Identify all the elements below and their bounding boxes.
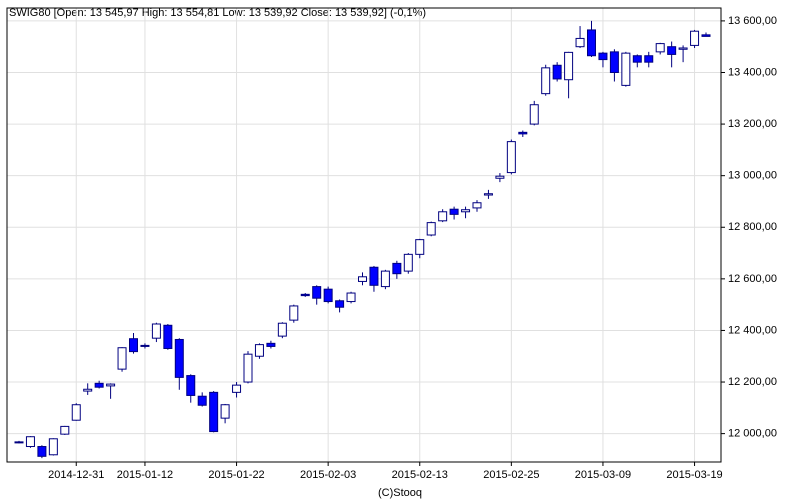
candle-body xyxy=(220,404,230,419)
y-tick-label: 12 400,00 xyxy=(728,324,777,336)
footer: (C)Stooq xyxy=(378,487,422,499)
candle-body xyxy=(678,47,688,50)
x-tick-label: 2015-01-12 xyxy=(117,469,173,481)
y-tick-label: 13 200,00 xyxy=(728,118,777,130)
candle-body xyxy=(197,395,207,406)
chart-title: SWIG80 [Open: 13 545,97 High: 13 554,81 … xyxy=(9,7,426,19)
candle-body xyxy=(174,338,184,378)
candle-body xyxy=(71,404,81,421)
candle-body xyxy=(94,382,104,388)
candle-body xyxy=(358,276,367,282)
candle-body xyxy=(60,425,70,435)
candle-body xyxy=(117,347,127,370)
candle-body xyxy=(529,104,539,125)
candle-body xyxy=(609,51,619,73)
candle-body xyxy=(392,262,402,275)
candle-body xyxy=(209,391,219,433)
candle-body xyxy=(575,37,585,48)
candle-body xyxy=(598,52,608,61)
x-tick-label: 2015-03-19 xyxy=(666,469,722,481)
plot-frame xyxy=(6,7,722,463)
y-tick-label: 12 800,00 xyxy=(728,221,777,233)
candle-body xyxy=(37,446,47,457)
candle-body xyxy=(335,300,345,308)
y-tick-label: 12 200,00 xyxy=(728,376,777,388)
candle-body xyxy=(621,52,631,86)
x-tick-label: 2015-02-03 xyxy=(300,469,356,481)
candle-body xyxy=(243,353,253,383)
candle-body xyxy=(151,323,161,339)
candle-body xyxy=(232,384,242,393)
candle-body xyxy=(312,286,322,299)
candle-body xyxy=(495,175,505,179)
candle-body xyxy=(472,202,482,209)
x-tick-label: 2015-02-25 xyxy=(483,469,539,481)
candle-body xyxy=(48,438,58,456)
candle-body xyxy=(564,51,574,81)
x-tick-label: 2014-12-31 xyxy=(48,469,104,481)
candle-body xyxy=(701,34,711,37)
candle-body xyxy=(254,344,264,357)
candle-body xyxy=(289,305,299,321)
candle-body xyxy=(369,266,379,286)
candle-body xyxy=(587,29,596,57)
candle-body xyxy=(14,441,24,444)
y-tick-label: 13 000,00 xyxy=(728,170,777,182)
candle-body xyxy=(438,211,448,222)
candle-body xyxy=(25,436,35,448)
candle-body xyxy=(632,55,642,63)
candle-body xyxy=(655,43,665,53)
candle-body xyxy=(541,67,551,95)
candle-body xyxy=(415,239,425,255)
candle-body xyxy=(403,253,413,272)
y-tick-label: 13 600,00 xyxy=(728,15,777,27)
candle-body xyxy=(140,344,150,347)
candle-body xyxy=(323,288,333,303)
candle-body xyxy=(483,193,493,196)
candle-body xyxy=(277,322,287,337)
candle-body xyxy=(506,141,516,174)
y-tick-label: 12 000,00 xyxy=(728,428,777,440)
y-tick-label: 12 600,00 xyxy=(728,273,777,285)
candle-body xyxy=(129,338,138,353)
candle-body xyxy=(644,55,654,63)
candle-body xyxy=(186,375,196,396)
candle-body xyxy=(518,131,528,135)
candle-body xyxy=(163,324,173,349)
candle-body xyxy=(300,293,310,297)
y-tick-label: 13 400,00 xyxy=(728,66,777,78)
x-tick-label: 2015-03-09 xyxy=(575,469,631,481)
candle-body xyxy=(690,30,700,46)
candle-body xyxy=(380,270,390,288)
candle-body xyxy=(266,342,276,347)
candle-body xyxy=(426,222,436,236)
candle-body xyxy=(667,46,677,55)
candle-body xyxy=(461,209,471,213)
candle-body xyxy=(552,64,562,80)
candle-body xyxy=(346,292,356,303)
x-tick-label: 2015-02-13 xyxy=(392,469,448,481)
x-tick-label: 2015-01-22 xyxy=(208,469,264,481)
candle-body xyxy=(106,383,116,387)
candle-body xyxy=(449,208,459,215)
candle-body xyxy=(83,388,93,392)
